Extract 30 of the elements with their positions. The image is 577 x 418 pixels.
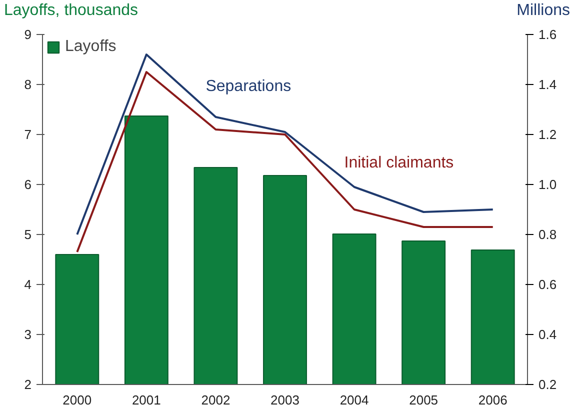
y-tick-label: 9 bbox=[24, 27, 32, 42]
y-tick-label: 3 bbox=[24, 327, 32, 342]
y2-tick-label: 1.0 bbox=[538, 177, 557, 192]
legend-label: Layoffs bbox=[65, 38, 116, 56]
x-tick-label: 2004 bbox=[340, 392, 369, 408]
y2-tick-label: 0.8 bbox=[538, 227, 557, 242]
y2-tick-label: 0.4 bbox=[538, 327, 557, 342]
y-tick-label: 4 bbox=[24, 277, 32, 292]
y2-tick-label: 0.2 bbox=[538, 377, 557, 392]
y2-axis-title: Millions bbox=[516, 1, 570, 21]
y2-tick-label: 0.6 bbox=[538, 277, 557, 292]
x-tick-label: 2000 bbox=[62, 392, 92, 408]
y-tick-label: 7 bbox=[24, 127, 32, 142]
y-tick-label: 5 bbox=[24, 227, 32, 242]
x-tick-label: 2002 bbox=[201, 392, 230, 408]
y2-tick-label: 1.4 bbox=[538, 77, 557, 92]
series-label: Separations bbox=[206, 78, 292, 95]
y-axis-title: Layoffs, thousands bbox=[4, 2, 138, 19]
y2-tick-label: 1.2 bbox=[538, 127, 557, 142]
line-series bbox=[76, 71, 494, 253]
x-tick-label: 2001 bbox=[132, 392, 161, 408]
x-tick-label: 2006 bbox=[478, 392, 508, 408]
series-label: Initial claimants bbox=[344, 154, 454, 172]
y2-tick-label: 1.6 bbox=[538, 27, 557, 42]
y-tick-label: 6 bbox=[24, 177, 32, 192]
y-tick-label: 8 bbox=[24, 77, 32, 92]
line-series bbox=[76, 54, 494, 236]
x-tick-label: 2003 bbox=[270, 392, 300, 408]
x-tick-label: 2005 bbox=[409, 392, 438, 408]
y-tick-label: 2 bbox=[24, 377, 32, 392]
